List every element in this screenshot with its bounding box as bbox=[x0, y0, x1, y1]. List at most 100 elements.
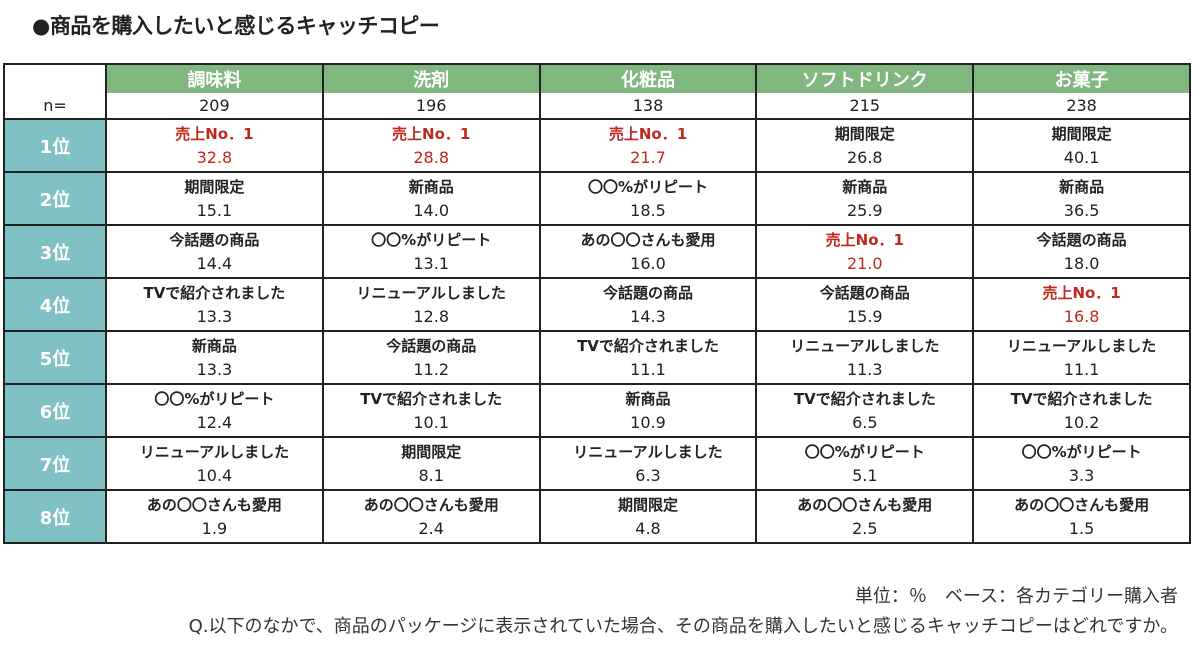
catchphrase-label: 売上No．1 bbox=[825, 230, 904, 249]
ranking-cell: 新商品 25.9 bbox=[755, 171, 975, 226]
percentage-value: 10.2 bbox=[1063, 412, 1100, 432]
page-title: ●商品を購入したいと感じるキャッチコピー bbox=[32, 14, 440, 38]
catchphrase-label: TVで紹介されました bbox=[360, 389, 503, 408]
rank-row: 7位 リニューアルしました 10.4 期間限定 8.1 リニューアルしました 6.3 〇〇%が… bbox=[3, 436, 1191, 491]
ranking-cell: TVで紹介されました 6.5 bbox=[755, 383, 975, 438]
ranking-table: 調味料 洗剤 化粧品 ソフトドリンク お菓子 n= 209 196 138 215 238 1位 売上N… bbox=[3, 63, 1191, 544]
catchphrase-label: 売上No．1 bbox=[175, 124, 254, 143]
catchphrase-label: 今話題の商品 bbox=[819, 283, 910, 302]
catchphrase-label: TVで紹介されました bbox=[793, 389, 936, 408]
ranking-cell: リニューアルしました 11.1 bbox=[972, 330, 1191, 385]
percentage-value: 21.7 bbox=[630, 147, 666, 167]
category-header: 洗剤 bbox=[321, 63, 541, 93]
percentage-value: 3.3 bbox=[1068, 465, 1095, 485]
rank-row: 1位 売上No．1 32.8 売上No．1 28.8 売上No．1 21.7 期間限定 26.8… bbox=[3, 118, 1191, 173]
corner-cell bbox=[3, 63, 107, 93]
percentage-value: 32.8 bbox=[196, 147, 233, 167]
ranking-cell: あの〇〇さんも愛用 2.5 bbox=[755, 489, 975, 544]
ranking-cell: リニューアルしました 12.8 bbox=[321, 277, 541, 332]
percentage-value: 11.2 bbox=[413, 359, 449, 379]
catchphrase-label: リニューアルしました bbox=[573, 442, 723, 461]
catchphrase-label: 期間限定 bbox=[184, 177, 245, 196]
sample-size: 209 bbox=[105, 93, 324, 120]
rank-row: 3位 今話題の商品 14.4 〇〇%がリピート 13.1 あの〇〇さんも愛用 16.0 売上N… bbox=[3, 224, 1191, 279]
percentage-value: 1.5 bbox=[1068, 518, 1095, 538]
rank-label: 6位 bbox=[3, 383, 107, 438]
catchphrase-label: TVで紹介されました bbox=[1010, 389, 1153, 408]
catchphrase-label: 新商品 bbox=[625, 389, 671, 408]
catchphrase-label: リニューアルしました bbox=[1006, 336, 1157, 355]
catchphrase-label: 新商品 bbox=[1059, 177, 1105, 196]
ranking-cell: 新商品 10.9 bbox=[538, 383, 758, 438]
rank-label: 3位 bbox=[3, 224, 107, 279]
catchphrase-label: 期間限定 bbox=[834, 124, 895, 143]
category-header: お菓子 bbox=[972, 63, 1191, 93]
percentage-value: 16.0 bbox=[630, 253, 666, 273]
ranking-cell: 今話題の商品 14.3 bbox=[538, 277, 758, 332]
catchphrase-label: 今話題の商品 bbox=[1036, 230, 1127, 249]
percentage-value: 40.1 bbox=[1063, 147, 1100, 167]
ranking-cell: 期間限定 26.8 bbox=[755, 118, 975, 173]
catchphrase-label: あの〇〇さんも愛用 bbox=[146, 495, 282, 514]
ranking-cell: 売上No．1 16.8 bbox=[972, 277, 1191, 332]
ranking-cell: あの〇〇さんも愛用 2.4 bbox=[321, 489, 541, 544]
ranking-cell: 売上No．1 21.0 bbox=[755, 224, 975, 279]
catchphrase-label: あの〇〇さんも愛用 bbox=[580, 230, 716, 249]
category-header-row: 調味料 洗剤 化粧品 ソフトドリンク お菓子 bbox=[3, 63, 1191, 93]
unit-note: 単位：％ ベース：各カテゴリー購入者 bbox=[854, 586, 1178, 607]
ranking-cell: あの〇〇さんも愛用 1.5 bbox=[972, 489, 1191, 544]
percentage-value: 21.0 bbox=[846, 253, 883, 273]
catchphrase-label: リニューアルしました bbox=[790, 336, 940, 355]
ranking-cell: 新商品 13.3 bbox=[105, 330, 324, 385]
rank-label: 1位 bbox=[3, 118, 107, 173]
rank-label: 7位 bbox=[3, 436, 107, 491]
catchphrase-label: 新商品 bbox=[191, 336, 237, 355]
rank-label: 4位 bbox=[3, 277, 107, 332]
catchphrase-label: リニューアルしました bbox=[356, 283, 506, 302]
percentage-value: 13.3 bbox=[196, 306, 233, 326]
catchphrase-label: 〇〇%がリピート bbox=[1021, 442, 1142, 461]
n-label: n= bbox=[3, 93, 107, 120]
percentage-value: 11.1 bbox=[1063, 359, 1100, 379]
ranking-cell: 期間限定 40.1 bbox=[972, 118, 1191, 173]
percentage-value: 12.4 bbox=[196, 412, 233, 432]
ranking-cell: 期間限定 8.1 bbox=[321, 436, 541, 491]
rank-label: 5位 bbox=[3, 330, 107, 385]
catchphrase-label: 〇〇%がリピート bbox=[804, 442, 925, 461]
catchphrase-label: 新商品 bbox=[408, 177, 454, 196]
percentage-value: 1.9 bbox=[201, 518, 228, 538]
catchphrase-label: リニューアルしました bbox=[139, 442, 290, 461]
rank-row: 4位 TVで紹介されました 13.3 リニューアルしました 12.8 今話題の商品 14.3… bbox=[3, 277, 1191, 332]
ranking-cell: TVで紹介されました 11.1 bbox=[538, 330, 758, 385]
catchphrase-label: TVで紹介されました bbox=[577, 336, 719, 355]
percentage-value: 6.3 bbox=[635, 465, 661, 485]
ranking-cell: 売上No．1 21.7 bbox=[538, 118, 758, 173]
ranking-cell: TVで紹介されました 13.3 bbox=[105, 277, 324, 332]
catchphrase-label: あの〇〇さんも愛用 bbox=[363, 495, 499, 514]
ranking-cell: リニューアルしました 6.3 bbox=[538, 436, 758, 491]
percentage-value: 14.3 bbox=[630, 306, 666, 326]
percentage-value: 6.5 bbox=[852, 412, 878, 432]
percentage-value: 18.5 bbox=[630, 200, 666, 220]
question-note: Q.以下のなかで、商品のパッケージに表示されていた場合、その商品を購入したいと感… bbox=[188, 616, 1178, 637]
ranking-cell: あの〇〇さんも愛用 16.0 bbox=[538, 224, 758, 279]
sample-size: 215 bbox=[755, 93, 975, 120]
percentage-value: 5.1 bbox=[852, 465, 878, 485]
catchphrase-label: 売上No．1 bbox=[608, 124, 688, 143]
percentage-value: 13.3 bbox=[196, 359, 233, 379]
percentage-value: 10.1 bbox=[413, 412, 449, 432]
catchphrase-label: 期間限定 bbox=[401, 442, 462, 461]
catchphrase-label: 新商品 bbox=[842, 177, 888, 196]
percentage-value: 14.0 bbox=[413, 200, 449, 220]
ranking-cell: リニューアルしました 10.4 bbox=[105, 436, 324, 491]
ranking-cell: 〇〇%がリピート 12.4 bbox=[105, 383, 324, 438]
percentage-value: 4.8 bbox=[635, 518, 661, 538]
ranking-cell: 今話題の商品 14.4 bbox=[105, 224, 324, 279]
percentage-value: 12.8 bbox=[413, 306, 449, 326]
catchphrase-label: 売上No．1 bbox=[392, 124, 471, 143]
catchphrase-label: 期間限定 bbox=[617, 495, 678, 514]
percentage-value: 10.9 bbox=[630, 412, 666, 432]
sample-size: 238 bbox=[972, 93, 1191, 120]
catchphrase-label: TVで紹介されました bbox=[143, 283, 286, 302]
rank-row: 8位 あの〇〇さんも愛用 1.9 あの〇〇さんも愛用 2.4 期間限定 4.8 あの〇〇さんも… bbox=[3, 489, 1191, 544]
